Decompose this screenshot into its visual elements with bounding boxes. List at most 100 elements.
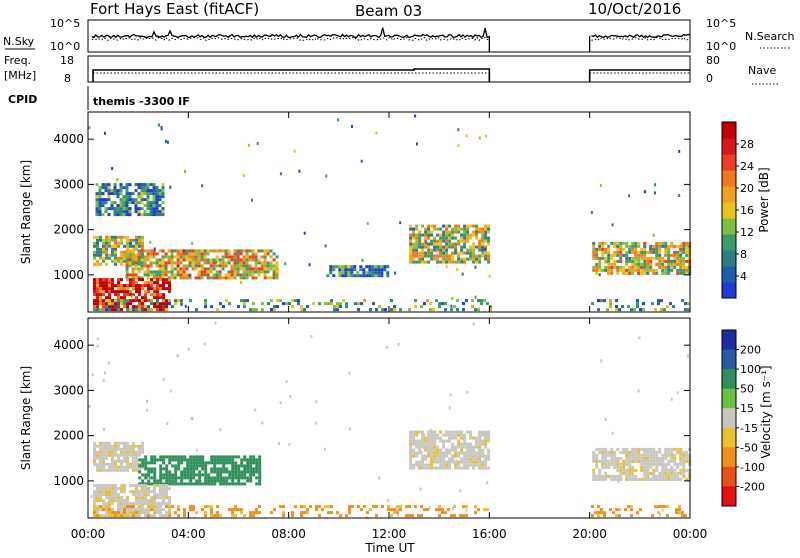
range-gate-cell xyxy=(99,444,102,448)
range-gate-cell xyxy=(631,447,635,451)
range-gate-cell xyxy=(595,477,599,481)
range-gate-cell xyxy=(454,260,458,264)
range-gate-cell xyxy=(161,189,165,193)
range-gate-cell xyxy=(108,505,111,509)
range-gate-cell xyxy=(681,514,684,518)
range-gate-cell xyxy=(412,442,416,446)
range-gate-cell xyxy=(260,261,264,265)
range-gate-cell xyxy=(260,270,264,274)
range-gate-cell xyxy=(252,467,256,471)
range-gate-cell xyxy=(102,441,105,445)
range-gate-cell xyxy=(102,238,105,242)
range-gate-cell xyxy=(153,461,157,465)
range-gate-cell xyxy=(216,505,219,509)
range-gate-cell xyxy=(345,514,348,518)
range-gate-cell xyxy=(107,192,111,196)
range-gate-cell xyxy=(114,241,117,245)
range-gate-cell xyxy=(126,502,129,506)
range-gate-cell xyxy=(363,299,366,303)
range-gate-cell xyxy=(132,244,135,248)
range-gate-cell xyxy=(472,233,476,237)
range-gate-cell xyxy=(655,247,659,251)
range-gate-cell xyxy=(234,467,238,471)
range-gate-cell xyxy=(251,258,255,262)
range-gate-cell xyxy=(272,258,276,262)
range-gate-cell xyxy=(472,460,476,464)
range-gate-cell xyxy=(135,259,138,263)
range-gate-cell xyxy=(409,242,413,246)
range-gate-cell xyxy=(435,299,438,303)
range-gate-cell xyxy=(439,460,443,464)
range-gate-cell xyxy=(409,460,413,464)
range-gate-cell xyxy=(98,189,102,193)
range-gate-cell xyxy=(95,201,99,205)
range-gate-cell xyxy=(427,436,431,440)
range-gate-cell xyxy=(129,505,132,509)
range-gate-cell xyxy=(252,470,256,474)
range-gate-cell xyxy=(168,284,171,288)
range-gate-cell xyxy=(383,268,387,272)
range-gate-cell xyxy=(150,467,154,471)
range-gate-cell xyxy=(433,439,437,443)
range-gate-cell xyxy=(96,450,99,454)
range-gate-cell xyxy=(134,255,138,259)
range-gate-cell xyxy=(601,447,605,451)
range-gate-cell xyxy=(600,511,603,515)
range-gate-cell xyxy=(685,271,689,275)
range-gate-cell xyxy=(153,482,157,486)
range-gate-cell xyxy=(341,271,345,275)
range-gate-cell xyxy=(158,267,162,271)
range-gate-cell xyxy=(484,227,488,231)
range-gate-cell xyxy=(161,267,165,271)
range-gate-cell xyxy=(114,259,117,263)
range-gate-cell xyxy=(634,453,638,457)
range-gate-cell xyxy=(478,463,482,467)
range-gate-cell xyxy=(228,482,232,486)
range-gate-cell xyxy=(600,299,603,303)
range-gate-cell xyxy=(427,433,431,437)
range-gate-cell xyxy=(107,361,110,365)
range-gate-cell xyxy=(156,511,159,515)
range-gate-cell xyxy=(297,299,300,303)
range-gate-cell xyxy=(418,260,422,264)
range-gate-cell xyxy=(601,241,605,245)
range-gate-cell xyxy=(257,273,261,277)
range-gate-cell xyxy=(210,508,213,512)
range-gate-cell xyxy=(212,273,216,277)
range-gate-cell xyxy=(141,441,144,445)
range-gate-cell xyxy=(177,455,181,459)
range-gate-cell xyxy=(117,453,120,457)
range-gate-cell xyxy=(661,271,665,275)
range-gate-cell xyxy=(661,471,665,475)
range-gate-cell xyxy=(117,441,120,445)
range-gate-cell xyxy=(123,441,126,445)
range-gate-cell xyxy=(351,505,354,509)
range-gate-cell xyxy=(484,466,488,470)
range-gate-cell xyxy=(637,262,641,266)
range-gate-cell xyxy=(640,262,644,266)
range-gate-cell xyxy=(436,451,440,455)
range-gate-cell xyxy=(390,299,393,303)
range-gate-cell xyxy=(119,198,123,202)
range-gate-cell xyxy=(424,227,428,231)
range-gate-cell xyxy=(649,471,653,475)
range-gate-cell xyxy=(96,487,99,491)
range-gate-cell xyxy=(243,302,246,306)
range-gate-cell xyxy=(105,253,108,257)
range-gate-cell xyxy=(592,456,596,460)
range-gate-cell xyxy=(209,258,213,262)
range-gate-cell xyxy=(254,408,257,412)
range-gate-cell xyxy=(125,207,129,211)
range-gate-cell xyxy=(135,487,138,491)
range-gate-cell xyxy=(174,458,178,462)
range-gate-cell xyxy=(168,511,171,515)
range-gate-cell xyxy=(451,448,455,452)
range-gate-cell xyxy=(209,276,213,280)
range-gate-cell xyxy=(231,455,235,459)
range-gate-cell xyxy=(165,514,168,518)
range-gate-cell xyxy=(252,455,256,459)
range-gate-cell xyxy=(655,250,659,254)
range-gate-cell xyxy=(135,468,138,472)
range-gate-cell xyxy=(120,453,123,457)
range-gate-cell xyxy=(469,236,473,240)
